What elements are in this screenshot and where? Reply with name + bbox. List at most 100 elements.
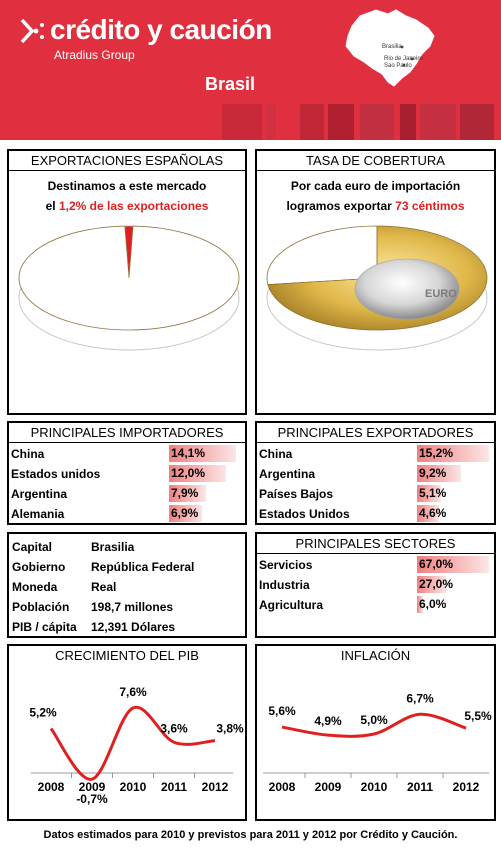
bar <box>169 465 226 482</box>
bar <box>169 505 202 522</box>
pib-title: CRECIMIENTO DEL PIB <box>55 648 199 663</box>
bar-cell: 6,0% <box>417 596 489 613</box>
info-key: Moneda <box>12 580 58 594</box>
sectores-title: PRINCIPALES SECTORES <box>257 534 494 554</box>
table-row: Argentina 7,9% <box>11 484 241 504</box>
brand-name: crédito y caución <box>50 14 272 45</box>
bar <box>417 576 446 593</box>
map-dot-brasilia <box>400 45 404 49</box>
cobertura-line2: logramos exportar 73 céntimos <box>257 196 494 216</box>
header-stripes <box>222 104 494 140</box>
panel-cobertura: TASA DE COBERTURA Por cada euro de impor… <box>255 149 496 415</box>
bar-cell: 5,1% <box>417 485 489 502</box>
data-label: 5,6% <box>268 704 296 718</box>
info-value: Brasilia <box>91 540 135 554</box>
x-tick-label: 2012 <box>453 780 480 794</box>
info-value: 12,391 Dólares <box>91 620 176 634</box>
x-tick-label: 2008 <box>38 780 65 794</box>
row-label: Alemania <box>11 507 65 521</box>
row-label: Servicios <box>259 558 313 572</box>
exportaciones-title: EXPORTACIONES ESPAÑOLAS <box>9 151 245 171</box>
cobertura-title: TASA DE COBERTURA <box>257 151 494 171</box>
exportaciones-intro: Destinamos a este mercado el 1,2% de las… <box>9 176 245 216</box>
bar-value-label: 5,1% <box>419 486 447 500</box>
map-dot-rio <box>410 57 414 61</box>
brazil-map-shape <box>345 9 435 87</box>
data-label: 6,7% <box>406 691 434 705</box>
pib-chart: 2008 2009 2010 2011 2012 5,2% -0,7% 7,6% 3,6% 3,8… <box>29 685 244 806</box>
cobertura-pie-slices <box>266 225 488 331</box>
bar-cell: 4,6% <box>417 505 489 522</box>
brazil-map: Brasilia Rio de Janeiro Sao Paulo <box>342 6 437 91</box>
row-label: China <box>259 447 293 461</box>
header-banner: crédito y caución Atradius Group Brasil … <box>0 0 501 140</box>
bar-cell: 67,0% <box>417 556 489 573</box>
panel-exportaciones: EXPORTACIONES ESPAÑOLAS Destinamos a est… <box>7 149 247 415</box>
map-label-saopaulo: Sao Paulo <box>384 63 412 69</box>
x-tick-label: 2010 <box>361 780 388 794</box>
exportadores-title: PRINCIPALES EXPORTADORES <box>257 423 494 443</box>
footer-note: Datos estimados para 2010 y previstos pa… <box>43 829 458 841</box>
exportaciones-pie-slices <box>18 225 240 331</box>
bar-value-label: 14,1% <box>171 446 206 460</box>
bar <box>417 596 424 613</box>
data-label: 5,5% <box>464 709 492 723</box>
country-title: Brasil <box>205 74 256 94</box>
exportaciones-line1: Destinamos a este mercado <box>47 179 207 193</box>
x-tick-label: 2009 <box>79 780 106 794</box>
panel-pib: CRECIMIENTO DEL PIB 2008 2009 2010 2011 2012… <box>7 644 247 821</box>
bar-cell: 6,9% <box>169 505 241 522</box>
row-label: Industria <box>259 578 310 592</box>
row-label: Argentina <box>11 487 68 501</box>
bar-cell: 15,2% <box>417 445 489 462</box>
row-label: Argentina <box>259 467 316 481</box>
info-key: Gobierno <box>12 560 66 574</box>
map-label-brasilia: Brasilia <box>382 44 402 50</box>
info-value: República Federal <box>91 560 195 574</box>
panel-importadores: PRINCIPALES IMPORTADORES China 14,1% Estad… <box>7 421 247 525</box>
bar-value-label: 67,0% <box>419 557 454 571</box>
inflacion-title: INFLACIÓN <box>340 648 411 663</box>
info-value: 198,7 millones <box>91 600 174 614</box>
bar <box>169 485 207 502</box>
bar-cell: 14,1% <box>169 445 241 462</box>
series-line <box>49 705 216 781</box>
x-tick-label: 2011 <box>407 780 433 794</box>
panel-inflacion: INFLACIÓN 2008 2009 2010 2011 2012 5,6% 4,9% 5,… <box>255 644 496 821</box>
panel-sectores: PRINCIPALES SECTORES Servicios 67,0% Indus… <box>255 532 496 638</box>
cobertura-line1: Por cada euro de importación <box>290 179 461 193</box>
data-label: -0,7% <box>76 792 108 806</box>
bar-value-label: 15,2% <box>419 446 454 460</box>
importadores-title: PRINCIPALES IMPORTADORES <box>9 423 245 443</box>
data-label: 5,2% <box>29 706 57 720</box>
data-label: 3,6% <box>160 721 188 735</box>
bar <box>417 556 489 573</box>
table-row: Estados unidos 12,0% <box>11 464 241 484</box>
info-key: Población <box>12 600 70 614</box>
map-dot-saopaulo <box>402 63 406 67</box>
bar-value-label: 7,9% <box>171 486 199 500</box>
table-row: Estados Unidos 4,6% <box>259 504 489 524</box>
bar-cell: 9,2% <box>417 465 489 482</box>
row-label: Estados unidos <box>11 467 101 481</box>
data-label: 5,0% <box>360 713 388 727</box>
cobertura-line2-prefix: logramos exportar <box>286 199 396 213</box>
brand-chevron-icon <box>20 18 44 44</box>
bar-value-label: 6,0% <box>419 597 447 611</box>
coin-inner-disk <box>354 258 460 320</box>
exportaciones-line2: el 1,2% de las exportaciones <box>9 196 245 216</box>
bar-cell: 7,9% <box>169 485 241 502</box>
x-tick-label: 2012 <box>202 780 229 794</box>
data-label: 4,9% <box>314 714 342 728</box>
panel-info: Capital Brasilia Gobierno República Federal… <box>7 532 247 638</box>
exportaciones-pie <box>18 225 240 351</box>
brand-group: Atradius Group <box>54 48 135 62</box>
inflacion-chart: 2008 2009 2010 2011 2012 5,6% 4,9% 5,0% 6,7% 5,5% <box>263 691 492 794</box>
bar <box>417 445 489 462</box>
row-label: Estados Unidos <box>259 507 350 521</box>
row-label: Países Bajos <box>259 487 334 501</box>
panel-exportadores: PRINCIPALES EXPORTADORES China 15,2% Argen… <box>255 421 496 525</box>
table-row: Alemania 6,9% <box>11 504 241 524</box>
info-key: Capital <box>12 540 53 554</box>
bar-value-label: 12,0% <box>171 466 206 480</box>
